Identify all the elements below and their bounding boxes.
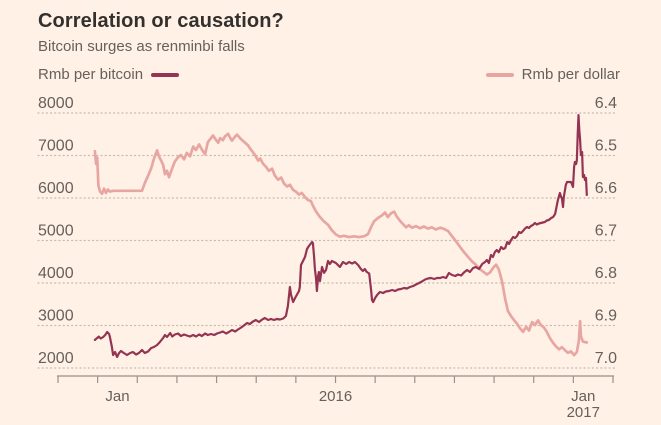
x-axis-label: 2016 [319,388,352,405]
y-axis-left-tick-label: 3000 [38,308,74,325]
y-axis-right-tick-label: 6.8 [595,265,617,282]
y-axis-right-tick-label: 7.0 [595,350,617,367]
series-line-rmb-per-bitcoin [93,114,588,359]
y-axis-left-tick-label: 4000 [38,265,74,282]
y-axis-right-tick-label: 6.4 [595,95,617,112]
series-line-rmb-per-dollar [93,132,589,357]
chart-subtitle: Bitcoin surges as renminbi falls [38,38,245,55]
legend-bitcoin-label: Rmb per bitcoin [38,66,144,83]
legend-dollar-label: Rmb per dollar [521,66,620,83]
y-axis-left-tick-label: 7000 [38,138,74,155]
chart-title: Correlation or causation? [38,10,284,32]
y-axis-right-tick-label: 6.5 [595,138,617,155]
legend-dollar-line-swatch-icon [485,72,514,77]
x-axis-label: Jan [571,388,595,405]
y-axis-left-tick-label: 6000 [38,180,74,197]
x-axis-label: Jan [105,388,129,405]
y-axis-right-tick-label: 6.6 [595,180,617,197]
y-axis-left-tick-label: 2000 [38,350,74,367]
legend-bitcoin-line-swatch-icon [151,72,180,77]
y-axis-right-tick-label: 6.9 [595,308,617,325]
legend-rmb-per-bitcoin: Rmb per bitcoin [38,66,180,83]
y-axis-left-tick-label: 8000 [38,95,74,112]
x-axis-label-year: 2017 [567,404,600,421]
y-axis-right-tick-label: 6.7 [595,223,617,240]
legend-rmb-per-dollar: Rmb per dollar [485,66,620,83]
y-axis-left-tick-label: 5000 [38,223,74,240]
